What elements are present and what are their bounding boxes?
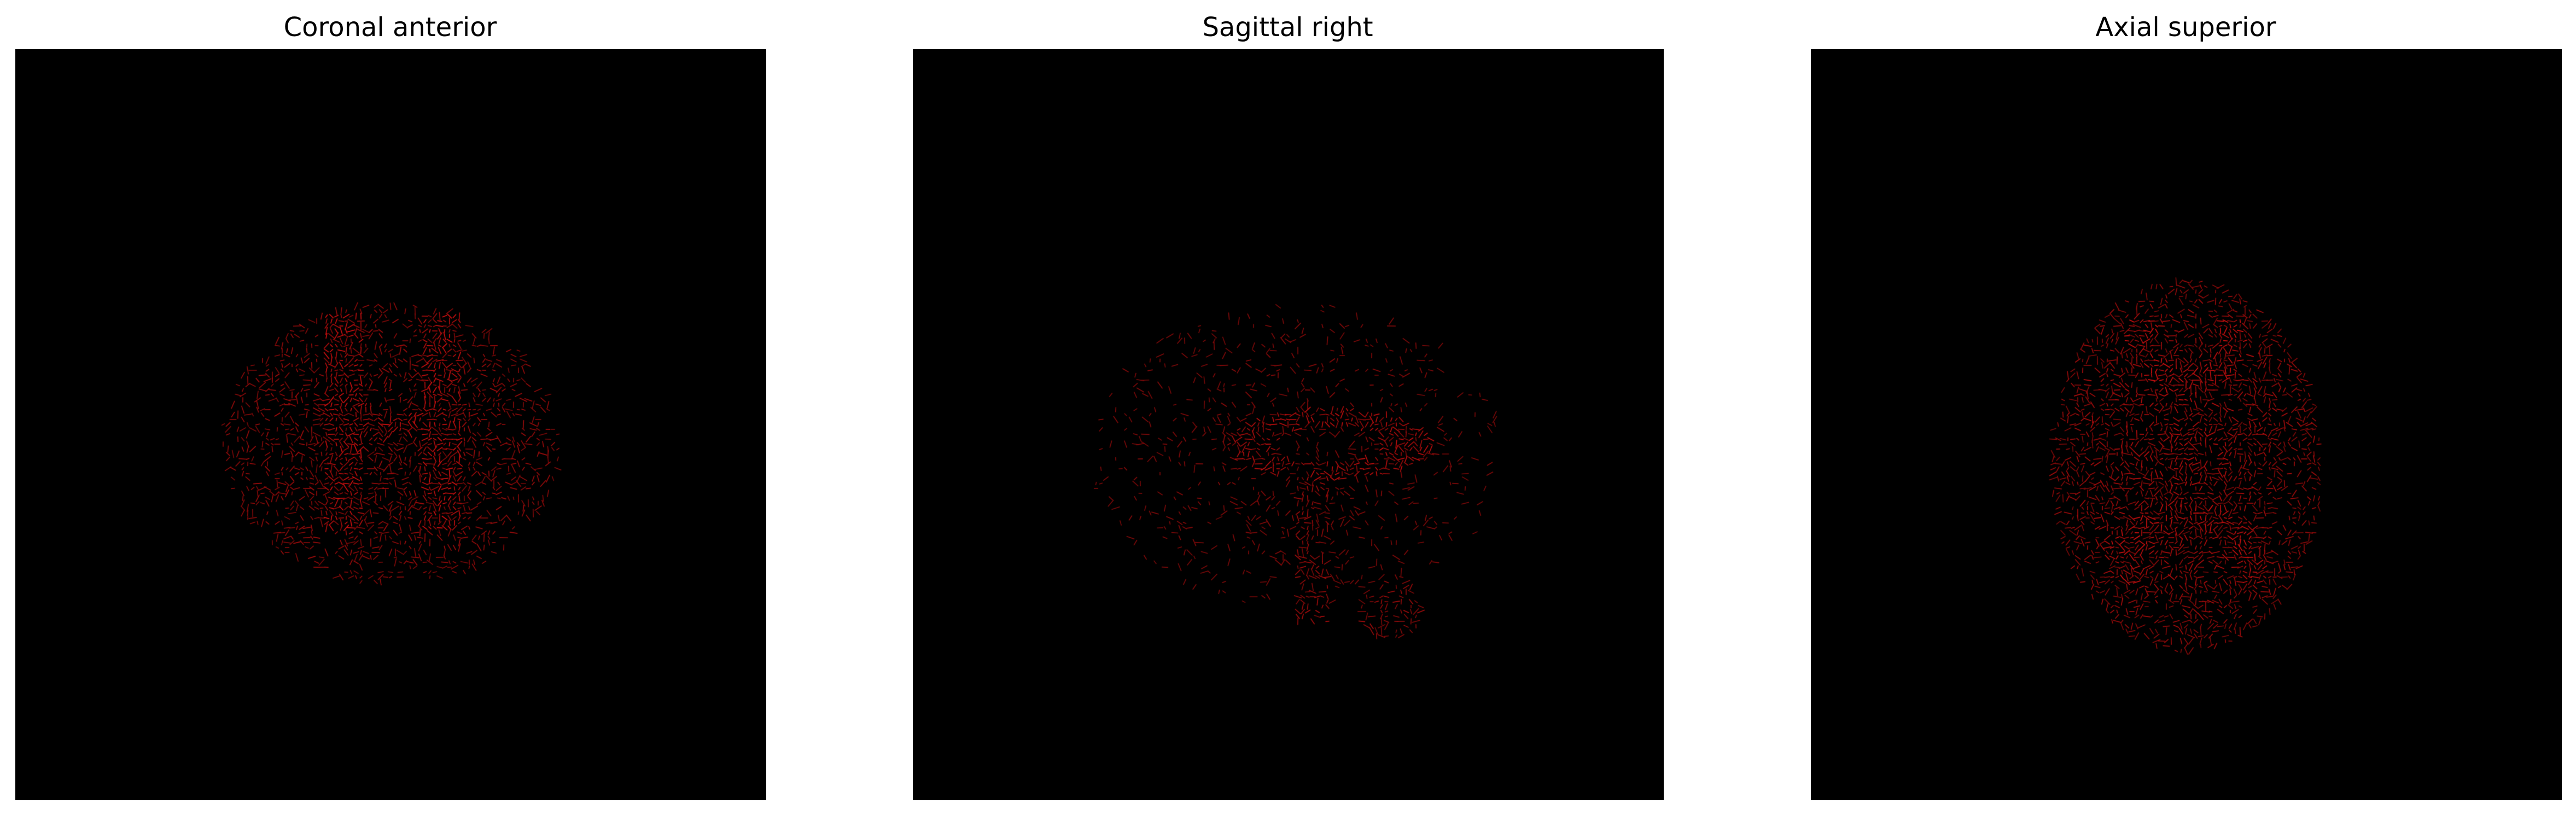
image-frame: [913, 49, 1664, 800]
coronal-fiber-image: [16, 50, 765, 799]
panel-title: Coronal anterior: [283, 12, 497, 43]
panel-axial: Axial superior: [1811, 0, 2562, 815]
axial-fiber-image: [1812, 50, 2561, 799]
image-frame: [15, 49, 766, 800]
panel-title: Sagittal right: [1202, 12, 1373, 43]
panel-coronal: Coronal anterior: [15, 0, 766, 815]
panel-title: Axial superior: [2095, 12, 2276, 43]
sagittal-fiber-image: [914, 50, 1663, 799]
panel-sagittal: Sagittal right: [913, 0, 1664, 815]
image-frame: [1811, 49, 2562, 800]
